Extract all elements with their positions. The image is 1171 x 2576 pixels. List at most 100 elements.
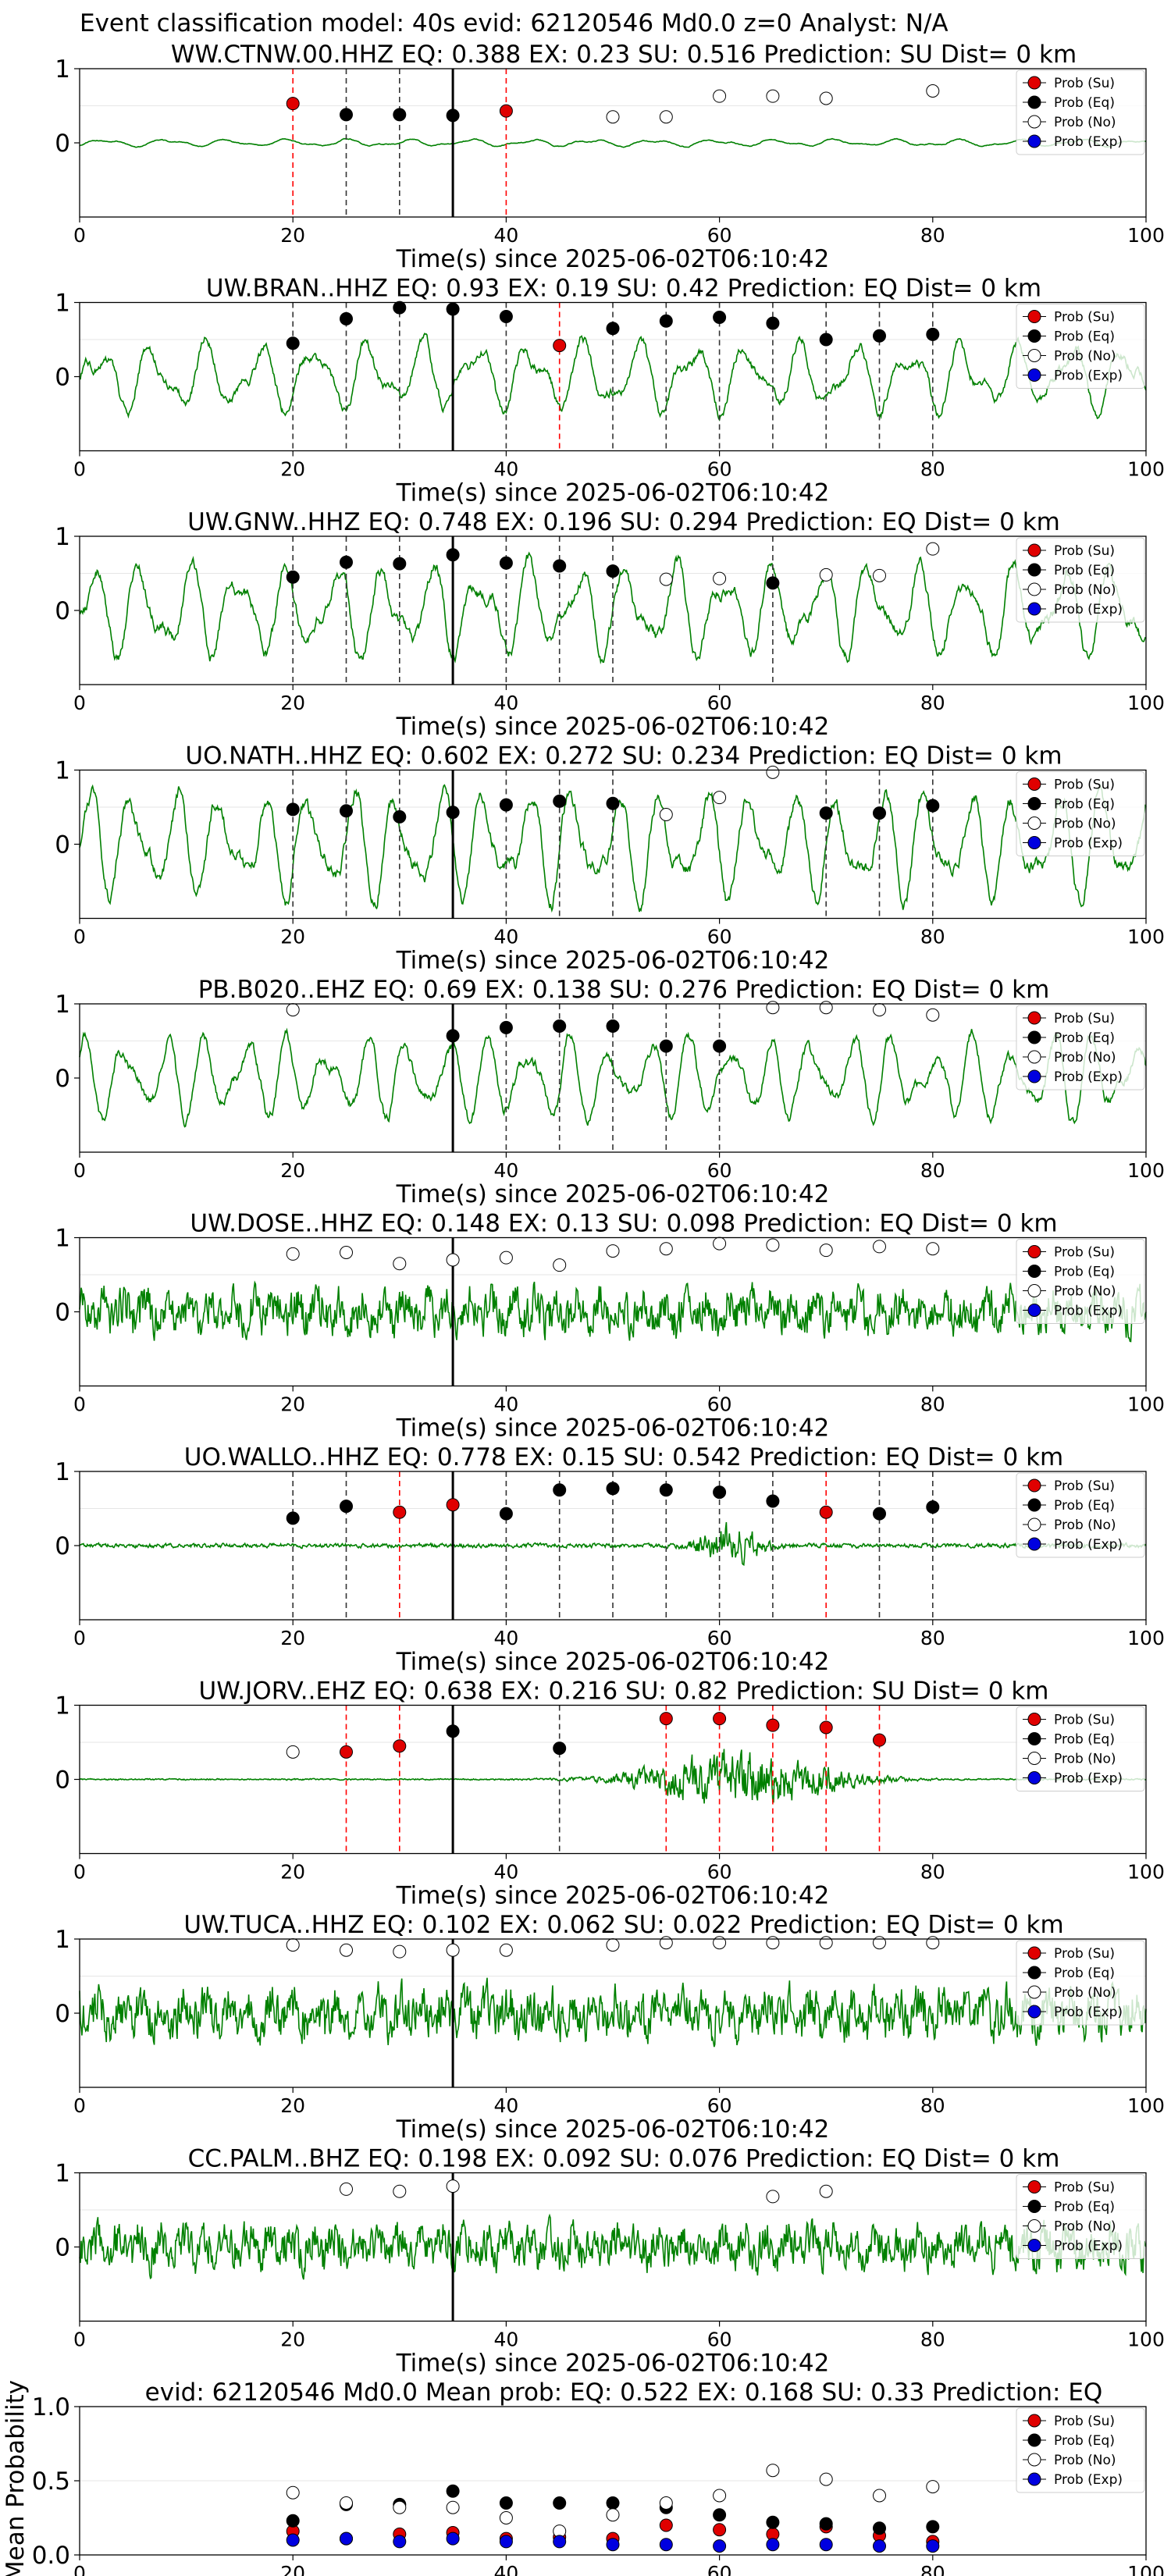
legend-marker-no xyxy=(1027,1752,1041,1765)
y-tick-label: 0 xyxy=(55,2000,70,2028)
x-tick-label: 100 xyxy=(1127,692,1165,714)
panel-title: UW.JORV..EHZ EQ: 0.638 EX: 0.216 SU: 0.8… xyxy=(199,1678,1049,1706)
mean-point-eq xyxy=(499,2496,513,2510)
panel-2: UW.BRAN..HHZ EQ: 0.93 EX: 0.19 SU: 0.42 … xyxy=(55,275,1165,507)
y-tick-label: 0 xyxy=(55,1065,70,1093)
legend-marker-su xyxy=(1027,2180,1041,2194)
mean-point-no xyxy=(340,2496,353,2510)
mean-point-exp xyxy=(713,2539,727,2553)
x-axis-label: Time(s) since 2025-06-02T06:10:42 xyxy=(396,947,830,975)
x-tick-label: 40 xyxy=(493,1393,518,1416)
prob-point-eq xyxy=(340,311,353,326)
mean-point-eq xyxy=(606,2496,620,2510)
panel-title: PB.B020..EHZ EQ: 0.69 EX: 0.138 SU: 0.27… xyxy=(198,976,1050,1004)
prob-point-eq xyxy=(446,302,460,316)
legend-label-no: Prob (No) xyxy=(1054,1050,1116,1066)
legend-label-su: Prob (Su) xyxy=(1054,2180,1115,2196)
legend-marker-no xyxy=(1027,115,1041,129)
mean-point-exp xyxy=(926,2539,940,2553)
prob-point-no xyxy=(819,1244,833,1258)
mean-point-eq xyxy=(766,2515,780,2529)
legend-label-exp: Prob (Exp) xyxy=(1054,2005,1123,2020)
prob-point-no xyxy=(713,791,727,805)
legend-label-eq: Prob (Eq) xyxy=(1054,95,1115,111)
x-axis-label: Time(s) since 2025-06-02T06:10:42 xyxy=(396,1180,830,1208)
legend-marker-no xyxy=(1027,1517,1041,1532)
waveform-trace xyxy=(79,1977,1147,2048)
prob-point-eq xyxy=(606,322,620,336)
prob-point-eq xyxy=(873,1507,886,1521)
legend-box xyxy=(1016,537,1145,623)
panel-11: evid: 62120546 Md0.0 Mean prob: EQ: 0.52… xyxy=(2,2379,1165,2576)
y-tick-label: 0.5 xyxy=(32,2467,70,2496)
panel-7: UO.WALLO..HHZ EQ: 0.778 EX: 0.15 SU: 0.5… xyxy=(55,1443,1165,1676)
x-tick-label: 40 xyxy=(493,1159,518,1182)
x-tick-label: 100 xyxy=(1127,1393,1165,1416)
mean-point-exp xyxy=(659,2538,673,2552)
legend-marker-eq xyxy=(1027,1498,1041,1512)
legend-marker-exp xyxy=(1027,2472,1041,2486)
mean-point-no xyxy=(873,2489,886,2503)
legend-marker-eq xyxy=(1027,95,1041,109)
prob-point-no xyxy=(819,1936,833,1950)
legend-marker-su xyxy=(1027,1713,1041,1726)
mean-point-exp xyxy=(606,2538,620,2552)
waveform-trace xyxy=(79,333,1147,422)
legend-box xyxy=(1016,2174,1145,2259)
legend-label-eq: Prob (Eq) xyxy=(1054,1732,1115,1748)
x-tick-label: 80 xyxy=(920,2562,945,2576)
figure-header: Event classification model: 40s evid: 62… xyxy=(80,9,949,37)
mean-point-su xyxy=(713,2523,727,2537)
legend-marker-exp xyxy=(1027,2005,1041,2019)
legend-marker-exp xyxy=(1027,2239,1041,2252)
x-tick-label: 20 xyxy=(280,224,305,247)
prob-point-su xyxy=(659,1712,673,1726)
panel-1: WW.CTNW.00.HHZ EQ: 0.388 EX: 0.23 SU: 0.… xyxy=(55,41,1165,273)
legend-label-no: Prob (No) xyxy=(1054,582,1116,598)
prob-point-eq xyxy=(446,548,460,562)
prob-point-su xyxy=(286,97,300,111)
x-tick-label: 80 xyxy=(920,1159,945,1182)
x-tick-label: 80 xyxy=(920,1627,945,1649)
prob-point-eq xyxy=(766,316,780,330)
x-tick-label: 0 xyxy=(73,1159,86,1182)
prob-point-no xyxy=(286,1247,300,1261)
y-axis-label: Mean Probability xyxy=(2,2380,30,2576)
legend-marker-no xyxy=(1027,1284,1041,1297)
prob-point-eq xyxy=(766,576,780,590)
prob-point-no xyxy=(286,1938,300,1952)
x-tick-label: 60 xyxy=(707,1159,732,1182)
prob-point-eq xyxy=(393,301,407,315)
legend-marker-eq xyxy=(1027,797,1041,810)
mean-point-eq xyxy=(873,2521,886,2535)
y-tick-label: 0 xyxy=(55,364,70,392)
x-tick-label: 80 xyxy=(920,1393,945,1416)
prob-point-no xyxy=(446,1943,460,1957)
legend-label-exp: Prob (Exp) xyxy=(1054,1537,1123,1553)
prob-point-no xyxy=(926,542,940,556)
prob-point-su xyxy=(446,1498,460,1512)
legend-label-su: Prob (Su) xyxy=(1054,2414,1115,2429)
waveform-trace xyxy=(79,1749,1147,1804)
x-tick-label: 100 xyxy=(1127,2094,1165,2117)
x-tick-label: 20 xyxy=(280,458,305,481)
legend-box xyxy=(1016,1472,1145,1558)
prob-point-no xyxy=(659,1936,673,1950)
prob-point-no xyxy=(713,571,727,585)
axes-frame xyxy=(79,2172,1147,2322)
prob-point-su xyxy=(873,1733,886,1747)
legend-label-su: Prob (Su) xyxy=(1054,1713,1115,1728)
prob-point-eq xyxy=(873,329,886,343)
prob-point-no xyxy=(766,765,780,779)
x-tick-label: 40 xyxy=(493,2329,518,2351)
legend-label-no: Prob (No) xyxy=(1054,349,1116,365)
x-axis-label: Time(s) since 2025-06-02T06:10:42 xyxy=(396,2350,830,2378)
mean-point-no xyxy=(926,2480,940,2494)
x-tick-label: 0 xyxy=(73,2094,86,2117)
prob-point-eq xyxy=(446,806,460,820)
prob-point-su xyxy=(713,1712,727,1726)
x-tick-label: 60 xyxy=(707,1627,732,1649)
prob-point-no xyxy=(553,1258,567,1272)
mean-point-no xyxy=(393,2500,407,2514)
legend-marker-exp xyxy=(1027,1069,1041,1083)
